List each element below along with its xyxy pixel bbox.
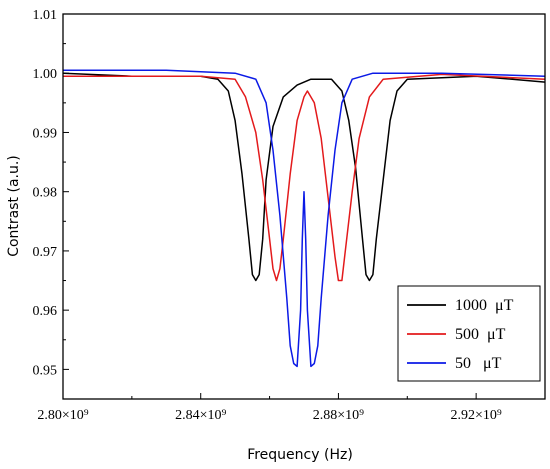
x-tick-label: 2.92×10⁹ — [451, 408, 502, 423]
legend-label: 500 μT — [455, 326, 506, 343]
x-tick-label: 2.88×10⁹ — [313, 408, 364, 423]
series-line-0 — [62, 72, 546, 282]
y-tick-label: 0.98 — [33, 186, 58, 201]
y-tick-label: 0.97 — [33, 245, 58, 260]
x-axis-ticks: 2.80×10⁹ 2.84×10⁹ 2.88×10⁹ 2.92×10⁹ — [37, 393, 502, 423]
y-tick-label: 0.96 — [33, 304, 58, 319]
legend-label: 1000 μT — [455, 297, 514, 314]
x-axis-label: Frequency (Hz) — [247, 447, 353, 463]
series-lines — [62, 69, 546, 368]
y-tick-label: 0.95 — [33, 363, 58, 378]
y-tick-label: 1.01 — [33, 8, 58, 23]
legend-label: 50 μT — [455, 355, 502, 372]
legend: 1000 μT 500 μT 50 μT — [397, 285, 541, 382]
y-tick-label: 0.99 — [33, 126, 58, 141]
x-tick-label: 2.84×10⁹ — [175, 408, 226, 423]
series-line-2 — [63, 69, 546, 368]
y-axis-label: Contrast (a.u.) — [6, 155, 22, 257]
y-tick-label: 1.00 — [33, 67, 58, 82]
x-tick-label: 2.80×10⁹ — [37, 408, 88, 423]
series-line-1 — [63, 73, 546, 282]
plot-frame — [62, 13, 546, 400]
y-axis-ticks: 0.95 0.96 0.97 0.98 0.99 1.00 1.01 — [33, 8, 69, 378]
